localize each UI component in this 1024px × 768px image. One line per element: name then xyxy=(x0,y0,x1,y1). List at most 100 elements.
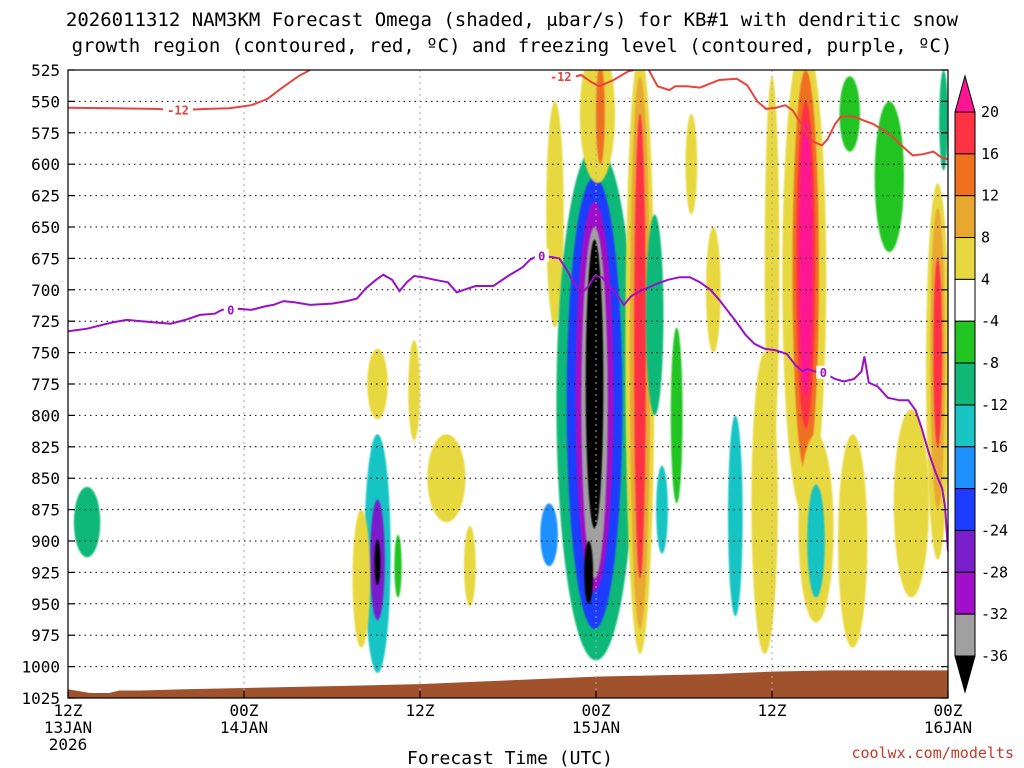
omega-cell-28 xyxy=(728,415,743,617)
ytick-label-925: 925 xyxy=(31,563,60,582)
colorbar-label--4: -4 xyxy=(981,312,999,330)
ytick-label-825: 825 xyxy=(31,438,60,457)
ytick-label-600: 600 xyxy=(31,155,60,174)
ytick-label-550: 550 xyxy=(31,92,60,111)
colorbar-label--12: -12 xyxy=(981,396,1008,414)
dgz-label-1-bg xyxy=(163,103,193,117)
ytick-label-625: 625 xyxy=(31,187,60,206)
omega-cell-10 xyxy=(546,101,564,328)
colorbar-label-20: 20 xyxy=(981,103,999,121)
ytick-label-1000: 1000 xyxy=(21,658,60,677)
omega-cell-5 xyxy=(352,509,371,648)
omega-cell-11 xyxy=(540,503,558,567)
dgz-contour-2 xyxy=(647,70,948,161)
freezing-label-2: 0 xyxy=(538,249,545,263)
dgz-contour-0 xyxy=(68,70,311,112)
chart-title-line2: growth region (contoured, red, ºC) and f… xyxy=(72,35,953,57)
chart-title-line1: 2026011312 NAM3KM Forecast Omega (shaded… xyxy=(66,9,959,31)
colorbar-label--36: -36 xyxy=(981,647,1008,665)
omega-cell-44 xyxy=(939,70,948,171)
colorbar-band-6 xyxy=(954,320,976,364)
colorbar-label-8: 8 xyxy=(981,229,990,247)
omega-cell-19 xyxy=(596,70,605,165)
colorbar-band-13 xyxy=(954,613,976,657)
ytick-label-850: 850 xyxy=(31,469,60,488)
omega-cell-39 xyxy=(874,101,904,253)
colorbar-band-11 xyxy=(954,529,976,573)
xtick-label-36-2: 15JAN xyxy=(572,718,620,737)
dgz-label-2-bg xyxy=(545,70,576,83)
ytick-label-575: 575 xyxy=(31,124,60,143)
omega-cell-16 xyxy=(585,239,604,529)
xtick-label-36-1: 00Z xyxy=(582,701,611,720)
xtick-label-0-1: 12Z xyxy=(54,701,83,720)
omega-cell-23 xyxy=(645,214,664,416)
dgz-label-1: -12 xyxy=(167,104,189,118)
colorbar-band-4 xyxy=(954,237,976,280)
freezing-label-1: 0 xyxy=(227,303,234,317)
xtick-label-0-3: 2026 xyxy=(49,735,88,754)
colorbar: 20 16 12 8 4 -4 -8 -12 -16 -20 -24 -28 -32 -36 xyxy=(954,74,1008,694)
xtick-label-12-2: 14JAN xyxy=(220,718,268,737)
grid-lines xyxy=(68,70,948,698)
colorbar-band-2 xyxy=(954,153,976,197)
omega-cell-25 xyxy=(670,327,683,504)
omega-cell-9 xyxy=(464,525,476,607)
ytick-label-700: 700 xyxy=(31,281,60,300)
colorbar-label-4: 4 xyxy=(981,270,990,288)
contour-lines: -12 -12 0 0 0 xyxy=(68,70,948,552)
omega-cell-26 xyxy=(685,113,698,215)
omega-cell-38 xyxy=(839,76,860,152)
ytick-label-1025: 1025 xyxy=(21,689,60,708)
colorbar-label--8: -8 xyxy=(981,354,999,372)
omega-shading xyxy=(73,70,948,673)
xtick-label-0-2: 13JAN xyxy=(44,718,92,737)
colorbar-label-16: 16 xyxy=(981,145,999,163)
colorbar-band-7 xyxy=(954,362,976,406)
colorbar-band-3 xyxy=(954,195,976,239)
colorbar-band-5 xyxy=(954,278,976,322)
ytick-label-525: 525 xyxy=(31,61,60,80)
colorbar-label--20: -20 xyxy=(981,480,1008,498)
freezing-label-3-bg xyxy=(816,365,831,379)
ytick-label-650: 650 xyxy=(31,218,60,237)
ytick-label-750: 750 xyxy=(31,344,60,363)
colorbar-label--24: -24 xyxy=(981,521,1008,539)
colorbar-label--32: -32 xyxy=(981,605,1008,623)
colorbar-band-9 xyxy=(954,446,976,490)
ytick-label-900: 900 xyxy=(31,532,60,551)
freezing-label-3: 0 xyxy=(820,366,827,380)
omega-cell-40 xyxy=(893,409,929,598)
omega-cell-37 xyxy=(838,434,868,648)
colorbar-band-12 xyxy=(954,571,976,615)
freezing-label-2-bg xyxy=(534,248,549,262)
xtick-label-24-1: 12Z xyxy=(406,701,435,720)
omega-cell-17 xyxy=(584,541,594,604)
ytick-label-875: 875 xyxy=(31,501,60,520)
x-axis-label: Forecast Time (UTC) xyxy=(407,748,613,768)
ytick-label-725: 725 xyxy=(31,312,60,331)
terrain-layer xyxy=(68,670,948,698)
dgz-label-2: -12 xyxy=(550,70,572,84)
credit-text: coolwx.com/modelts xyxy=(851,744,1014,762)
colorbar-label-12: 12 xyxy=(981,187,999,205)
ytick-label-775: 775 xyxy=(31,375,60,394)
omega-cell-7 xyxy=(408,340,420,441)
ytick-label-800: 800 xyxy=(31,406,60,425)
ytick-label-675: 675 xyxy=(31,249,60,268)
colorbar-label--16: -16 xyxy=(981,438,1008,456)
colorbar-band-1 xyxy=(954,111,976,155)
xtick-label-12-1: 00Z xyxy=(230,701,259,720)
omega-cell-8 xyxy=(427,434,466,523)
xtick-label-60-1: 00Z xyxy=(934,701,963,720)
colorbar-top-arrow xyxy=(954,74,976,113)
xtick-label-60-2: 16JAN xyxy=(924,718,972,737)
ytick-label-950: 950 xyxy=(31,595,60,614)
terrain-area xyxy=(68,670,948,698)
omega-cell-22 xyxy=(634,113,646,579)
ytick-label-975: 975 xyxy=(31,626,60,645)
freezing-label-1-bg xyxy=(223,302,238,316)
colorbar-bottom-arrow xyxy=(954,655,976,694)
